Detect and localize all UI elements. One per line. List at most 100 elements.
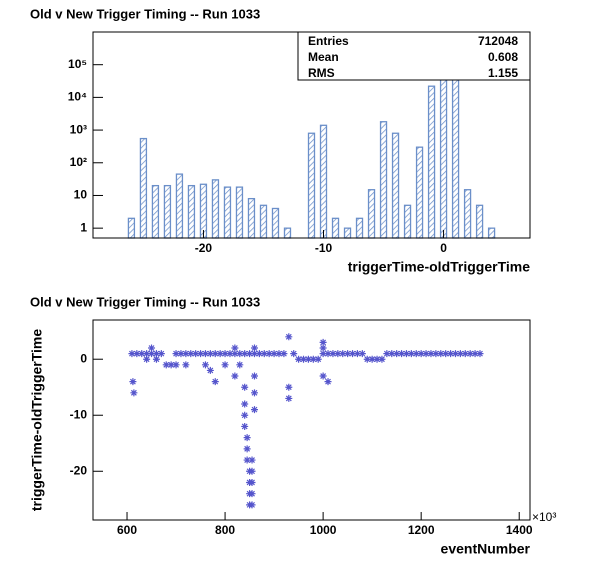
point bbox=[422, 350, 430, 358]
point bbox=[334, 350, 342, 358]
point bbox=[241, 411, 249, 419]
point bbox=[172, 361, 180, 369]
bar bbox=[343, 227, 352, 239]
point bbox=[319, 338, 327, 346]
point bbox=[358, 350, 366, 358]
bar bbox=[199, 183, 208, 239]
point bbox=[432, 350, 440, 358]
bar bbox=[463, 189, 472, 239]
point bbox=[182, 350, 190, 358]
bar bbox=[163, 184, 172, 239]
stats-value: 1.155 bbox=[488, 66, 518, 80]
point bbox=[172, 350, 180, 358]
x-axis-label: triggerTime-oldTriggerTime bbox=[348, 259, 531, 275]
point bbox=[363, 355, 371, 363]
point bbox=[417, 350, 425, 358]
bar bbox=[187, 184, 196, 239]
point bbox=[383, 350, 391, 358]
point bbox=[162, 361, 170, 369]
bar bbox=[271, 207, 280, 239]
point bbox=[243, 434, 251, 442]
point bbox=[398, 350, 406, 358]
point bbox=[138, 350, 146, 358]
point bbox=[290, 350, 298, 358]
point bbox=[319, 350, 327, 358]
point bbox=[177, 350, 185, 358]
bar bbox=[331, 217, 340, 239]
y-tick-label: 10² bbox=[70, 155, 87, 169]
point bbox=[211, 350, 219, 358]
point bbox=[295, 355, 303, 363]
point bbox=[206, 350, 214, 358]
point bbox=[248, 490, 256, 498]
stats-box bbox=[297, 31, 531, 81]
point bbox=[248, 478, 256, 486]
point bbox=[280, 350, 288, 358]
bar bbox=[427, 85, 436, 239]
point bbox=[248, 501, 256, 509]
point bbox=[466, 350, 474, 358]
point bbox=[130, 389, 138, 397]
point bbox=[456, 350, 464, 358]
bar bbox=[151, 184, 160, 239]
point bbox=[248, 456, 256, 464]
point bbox=[319, 372, 327, 380]
x-multiplier: ×10³ bbox=[532, 510, 556, 524]
point bbox=[236, 350, 244, 358]
point bbox=[314, 355, 322, 363]
x-tick-label: -10 bbox=[315, 241, 333, 255]
y-tick-label: -10 bbox=[70, 407, 88, 421]
point bbox=[211, 378, 219, 386]
bar bbox=[283, 227, 292, 239]
point bbox=[451, 350, 459, 358]
y-tick-label: -20 bbox=[70, 463, 88, 477]
bar bbox=[259, 204, 268, 239]
point bbox=[476, 350, 484, 358]
point bbox=[344, 350, 352, 358]
point bbox=[192, 350, 200, 358]
point bbox=[368, 355, 376, 363]
point bbox=[250, 372, 258, 380]
stats-value: 712048 bbox=[478, 34, 518, 48]
chart-title: Old v New Trigger Timing -- Run 1033 bbox=[30, 294, 260, 309]
point bbox=[221, 350, 229, 358]
stats-label: Entries bbox=[308, 34, 349, 48]
y-tick-label: 10⁴ bbox=[68, 90, 87, 104]
bar bbox=[355, 217, 364, 239]
plot-frame bbox=[92, 319, 531, 521]
point bbox=[304, 355, 312, 363]
point bbox=[427, 350, 435, 358]
x-tick-label: 600 bbox=[117, 523, 137, 537]
point bbox=[231, 344, 239, 352]
bar bbox=[487, 227, 496, 239]
point bbox=[285, 394, 293, 402]
y-tick-label: 10 bbox=[74, 188, 88, 202]
point bbox=[471, 350, 479, 358]
point bbox=[128, 350, 136, 358]
point bbox=[285, 383, 293, 391]
point bbox=[353, 350, 361, 358]
point bbox=[388, 350, 396, 358]
point bbox=[148, 350, 156, 358]
bar bbox=[247, 197, 256, 239]
point bbox=[197, 350, 205, 358]
point bbox=[157, 350, 165, 358]
bar bbox=[367, 189, 376, 239]
bar bbox=[415, 146, 424, 239]
chart-title: Old v New Trigger Timing -- Run 1033 bbox=[30, 6, 260, 21]
point bbox=[201, 350, 209, 358]
x-axis-label: eventNumber bbox=[441, 541, 531, 557]
point bbox=[241, 400, 249, 408]
point bbox=[206, 366, 214, 374]
bar bbox=[211, 179, 220, 239]
bar bbox=[391, 132, 400, 239]
point bbox=[246, 350, 254, 358]
point bbox=[236, 361, 244, 369]
point bbox=[152, 350, 160, 358]
point bbox=[324, 350, 332, 358]
bar bbox=[379, 121, 388, 239]
point bbox=[143, 355, 151, 363]
point bbox=[260, 350, 268, 358]
y-tick-label: 1 bbox=[80, 220, 87, 234]
point bbox=[461, 350, 469, 358]
